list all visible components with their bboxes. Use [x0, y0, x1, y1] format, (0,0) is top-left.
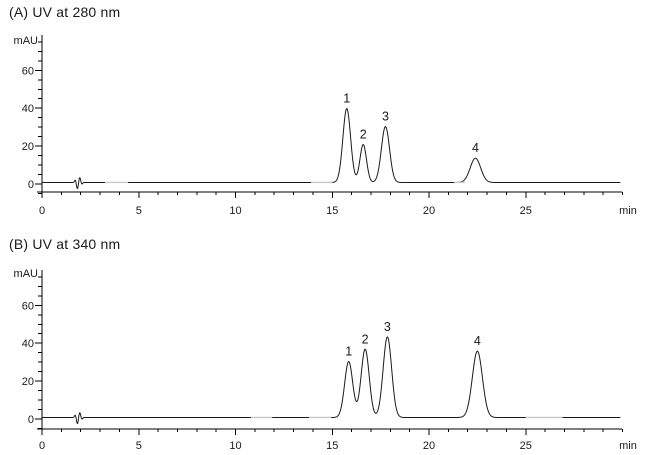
x-tick-label: 20 [423, 205, 435, 217]
chromatogram-trace [42, 336, 621, 425]
panel-b-plot: 0 20 40 60 0 5 10 15 20 25 mAU min 12 3 4 [14, 268, 637, 452]
x-tick-label: 15 [326, 440, 338, 452]
peak-label-1: 1 [343, 92, 350, 106]
x-axis-unit-label: min [619, 205, 637, 217]
chromatogram-trace [42, 108, 621, 190]
y-axis-unit-label: mAU [14, 268, 39, 280]
y-tick-label: 60 [22, 300, 34, 312]
panel-b-title: (B) UV at 340 nm [9, 236, 121, 252]
panel-b: (B) UV at 340 nm 0 20 40 60 0 5 10 15 20 25 mAU min… [0, 228, 646, 455]
y-axis-unit-label: mAU [14, 35, 39, 47]
x-axis-unit-label: min [619, 440, 637, 452]
y-tick-label: 40 [22, 338, 34, 350]
x-tick-label: 0 [39, 205, 45, 217]
peak-label-3: 3 [384, 320, 391, 334]
peak-label-2: 2 [360, 128, 367, 142]
y-tick-label: 40 [22, 103, 34, 115]
x-tick-label: 15 [326, 205, 338, 217]
y-tick-label: 0 [28, 179, 34, 191]
y-tick-label: 60 [22, 65, 34, 77]
peak-label-4: 4 [472, 141, 479, 155]
panel-a: (A) UV at 280 nm 0 20 40 60 0 5 10 15 20 25 mAU min… [9, 4, 637, 217]
peak-label-2: 2 [362, 332, 369, 346]
x-tick-label: 10 [229, 205, 241, 217]
x-tick-label: 10 [229, 440, 241, 452]
peak-label-1: 1 [345, 345, 352, 359]
x-tick-label: 5 [136, 440, 142, 452]
x-tick-label: 25 [520, 440, 532, 452]
peak-label-3: 3 [382, 110, 389, 124]
peak-label-4: 4 [474, 334, 481, 348]
y-tick-label: 0 [28, 414, 34, 426]
panel-a-title: (A) UV at 280 nm [9, 4, 121, 20]
panel-a-plot: 0 20 40 60 0 5 10 15 20 25 mAU min 1 2 3 4 [14, 35, 637, 217]
y-tick-label: 20 [22, 376, 34, 388]
x-tick-label: 5 [136, 205, 142, 217]
x-tick-label: 20 [423, 440, 435, 452]
x-tick-label: 0 [39, 440, 45, 452]
y-tick-label: 20 [22, 141, 34, 153]
x-tick-label: 25 [520, 205, 532, 217]
